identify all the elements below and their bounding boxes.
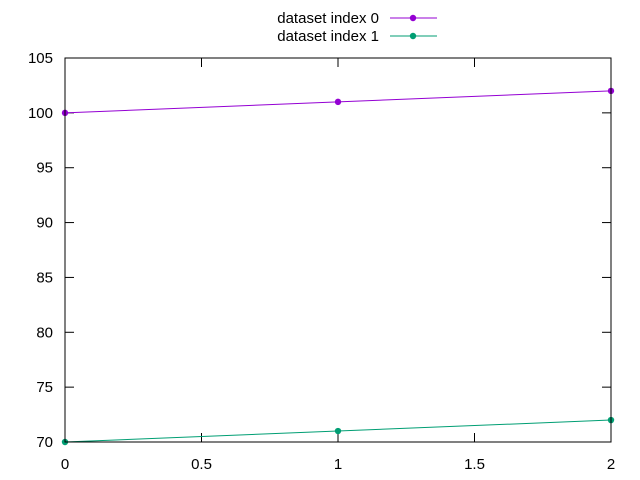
y-tick-label: 95 (36, 160, 53, 177)
legend-label-0: dataset index 0 (277, 10, 379, 27)
y-tick-label: 75 (36, 379, 53, 396)
legend-label-1: dataset index 1 (277, 28, 379, 45)
y-tick-label: 85 (36, 269, 53, 286)
y-tick-label: 80 (36, 324, 53, 341)
legend-swatch-point-1 (409, 32, 417, 40)
legend-swatch-point-0 (409, 14, 417, 22)
y-tick-label: 70 (36, 434, 53, 451)
series-layer (61, 87, 615, 446)
plot-border (64, 57, 612, 443)
x-tick-label: 0.5 (191, 456, 212, 473)
axes: 0 0.5 1 1.5 2 70 75 80 85 90 95 100 105 (28, 50, 615, 473)
x-tick-label: 1 (334, 456, 342, 473)
data-point (334, 98, 342, 106)
x-tick-label: 0 (61, 456, 69, 473)
y-tick-label: 100 (28, 105, 53, 122)
x-tick-label: 2 (607, 456, 615, 473)
y-tick-label: 105 (28, 50, 53, 67)
y-tick-label: 90 (36, 215, 53, 232)
data-point (334, 427, 342, 435)
x-tick-label: 1.5 (464, 456, 485, 473)
